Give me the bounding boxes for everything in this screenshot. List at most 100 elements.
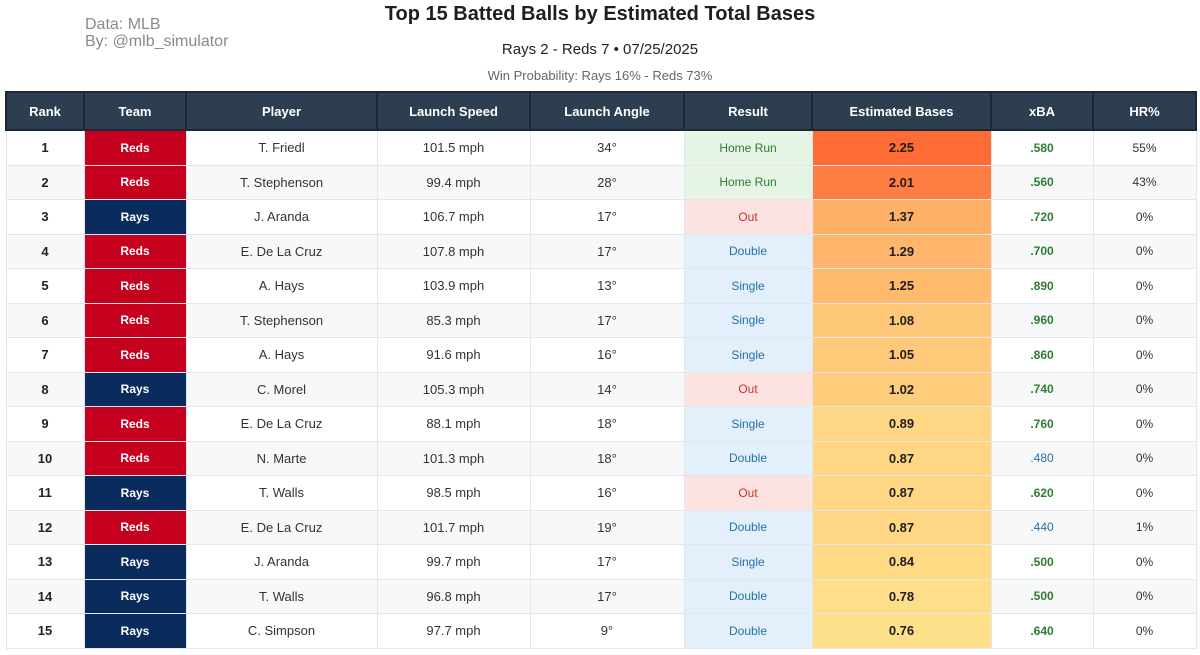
table-body: 1 Reds T. Friedl 101.5 mph 34° Home Run 2.25.5… <box>5 129 1197 649</box>
cell-xba: .640 <box>990 613 1094 649</box>
cell-player: J. Aranda <box>185 199 378 235</box>
cell-estimated-bases: 1.37 <box>811 199 992 235</box>
cell-xba: .560 <box>990 164 1094 200</box>
credits-author: By: @mlb_simulator <box>85 33 229 50</box>
cell-launch-speed: 103.9 mph <box>376 268 531 304</box>
cell-estimated-bases: 0.87 <box>811 475 992 511</box>
header-rank: Rank <box>5 91 85 131</box>
cell-result: Out <box>683 199 813 235</box>
cell-result: Double <box>683 613 813 649</box>
cell-rank: 1 <box>5 129 85 166</box>
cell-xba: .500 <box>990 544 1094 580</box>
cell-result: Home Run <box>683 129 813 166</box>
cell-player: T. Friedl <box>185 129 378 166</box>
credits: Data: MLB By: @mlb_simulator <box>85 16 228 50</box>
cell-hr-pct: 0% <box>1092 199 1197 235</box>
cell-hr-pct: 55% <box>1092 129 1197 166</box>
cell-launch-speed: 98.5 mph <box>376 475 531 511</box>
cell-launch-angle: 18° <box>529 440 685 476</box>
cell-team: Reds <box>83 233 187 269</box>
cell-estimated-bases: 2.01 <box>811 164 992 200</box>
cell-team: Rays <box>83 578 187 614</box>
chart-title: Top 15 Batted Balls by Estimated Total B… <box>384 3 816 25</box>
cell-player: T. Walls <box>185 578 378 614</box>
table-row: 13 Rays J. Aranda 99.7 mph 17° Single 0.84.500… <box>5 544 1197 580</box>
cell-launch-angle: 17° <box>529 544 685 580</box>
cell-team: Rays <box>83 199 187 235</box>
cell-launch-angle: 17° <box>529 302 685 338</box>
cell-estimated-bases: 0.89 <box>811 406 992 442</box>
cell-player: T. Stephenson <box>185 164 378 200</box>
table-row: 5 Reds A. Hays 103.9 mph 13° Single 1.25.890 0% <box>5 268 1197 304</box>
cell-launch-speed: 88.1 mph <box>376 406 531 442</box>
table-row: 11 Rays T. Walls 98.5 mph 16° Out 0.87.620 0% <box>5 475 1197 511</box>
table-row: 7 Reds A. Hays 91.6 mph 16° Single 1.05.860 0% <box>5 337 1197 373</box>
cell-launch-angle: 28° <box>529 164 685 200</box>
header-xba: xBA <box>990 91 1094 131</box>
cell-launch-angle: 17° <box>529 199 685 235</box>
credits-source: Data: MLB <box>85 16 161 33</box>
cell-result: Single <box>683 544 813 580</box>
cell-team: Reds <box>83 268 187 304</box>
cell-estimated-bases: 2.25 <box>811 129 992 166</box>
cell-player: A. Hays <box>185 337 378 373</box>
cell-rank: 3 <box>5 199 85 235</box>
cell-estimated-bases: 1.02 <box>811 371 992 407</box>
cell-hr-pct: 0% <box>1092 233 1197 269</box>
cell-player: A. Hays <box>185 268 378 304</box>
header-hr-pct: HR% <box>1092 91 1197 131</box>
cell-launch-angle: 34° <box>529 129 685 166</box>
cell-xba: .700 <box>990 233 1094 269</box>
cell-launch-speed: 101.3 mph <box>376 440 531 476</box>
cell-xba: .890 <box>990 268 1094 304</box>
cell-team: Rays <box>83 371 187 407</box>
table-row: 12 Reds E. De La Cruz 101.7 mph 19° Double 0.8… <box>5 509 1197 545</box>
cell-xba: .760 <box>990 406 1094 442</box>
cell-rank: 10 <box>5 440 85 476</box>
cell-rank: 2 <box>5 164 85 200</box>
cell-player: N. Marte <box>185 440 378 476</box>
cell-launch-speed: 101.7 mph <box>376 509 531 545</box>
cell-result: Home Run <box>683 164 813 200</box>
cell-team: Reds <box>83 406 187 442</box>
cell-hr-pct: 0% <box>1092 613 1197 649</box>
cell-hr-pct: 1% <box>1092 509 1197 545</box>
cell-estimated-bases: 1.25 <box>811 268 992 304</box>
header-launch-speed: Launch Speed <box>376 91 531 131</box>
cell-rank: 12 <box>5 509 85 545</box>
cell-launch-speed: 97.7 mph <box>376 613 531 649</box>
cell-rank: 8 <box>5 371 85 407</box>
cell-result: Double <box>683 578 813 614</box>
cell-estimated-bases: 0.84 <box>811 544 992 580</box>
cell-team: Reds <box>83 129 187 166</box>
cell-result: Out <box>683 371 813 407</box>
cell-rank: 14 <box>5 578 85 614</box>
cell-rank: 13 <box>5 544 85 580</box>
table-row: 4 Reds E. De La Cruz 107.8 mph 17° Double 1.29… <box>5 233 1197 269</box>
cell-estimated-bases: 0.87 <box>811 440 992 476</box>
cell-launch-speed: 105.3 mph <box>376 371 531 407</box>
cell-player: E. De La Cruz <box>185 509 378 545</box>
cell-xba: .720 <box>990 199 1094 235</box>
cell-launch-angle: 17° <box>529 578 685 614</box>
cell-team: Rays <box>83 613 187 649</box>
cell-xba: .740 <box>990 371 1094 407</box>
cell-estimated-bases: 1.05 <box>811 337 992 373</box>
cell-player: C. Morel <box>185 371 378 407</box>
cell-hr-pct: 0% <box>1092 406 1197 442</box>
cell-result: Single <box>683 406 813 442</box>
cell-team: Reds <box>83 337 187 373</box>
cell-player: T. Stephenson <box>185 302 378 338</box>
cell-hr-pct: 0% <box>1092 578 1197 614</box>
cell-launch-speed: 96.8 mph <box>376 578 531 614</box>
cell-rank: 9 <box>5 406 85 442</box>
table-row: 2 Reds T. Stephenson 99.4 mph 28° Home Run 2.0… <box>5 164 1197 200</box>
cell-player: T. Walls <box>185 475 378 511</box>
cell-xba: .500 <box>990 578 1094 614</box>
cell-xba: .580 <box>990 129 1094 166</box>
cell-hr-pct: 0% <box>1092 268 1197 304</box>
batted-balls-table: Rank Team Player Launch Speed Launch Ang… <box>5 91 1197 649</box>
cell-launch-angle: 13° <box>529 268 685 304</box>
cell-xba: .480 <box>990 440 1094 476</box>
table-row: 3 Rays J. Aranda 106.7 mph 17° Out 1.37.720 0% <box>5 199 1197 235</box>
